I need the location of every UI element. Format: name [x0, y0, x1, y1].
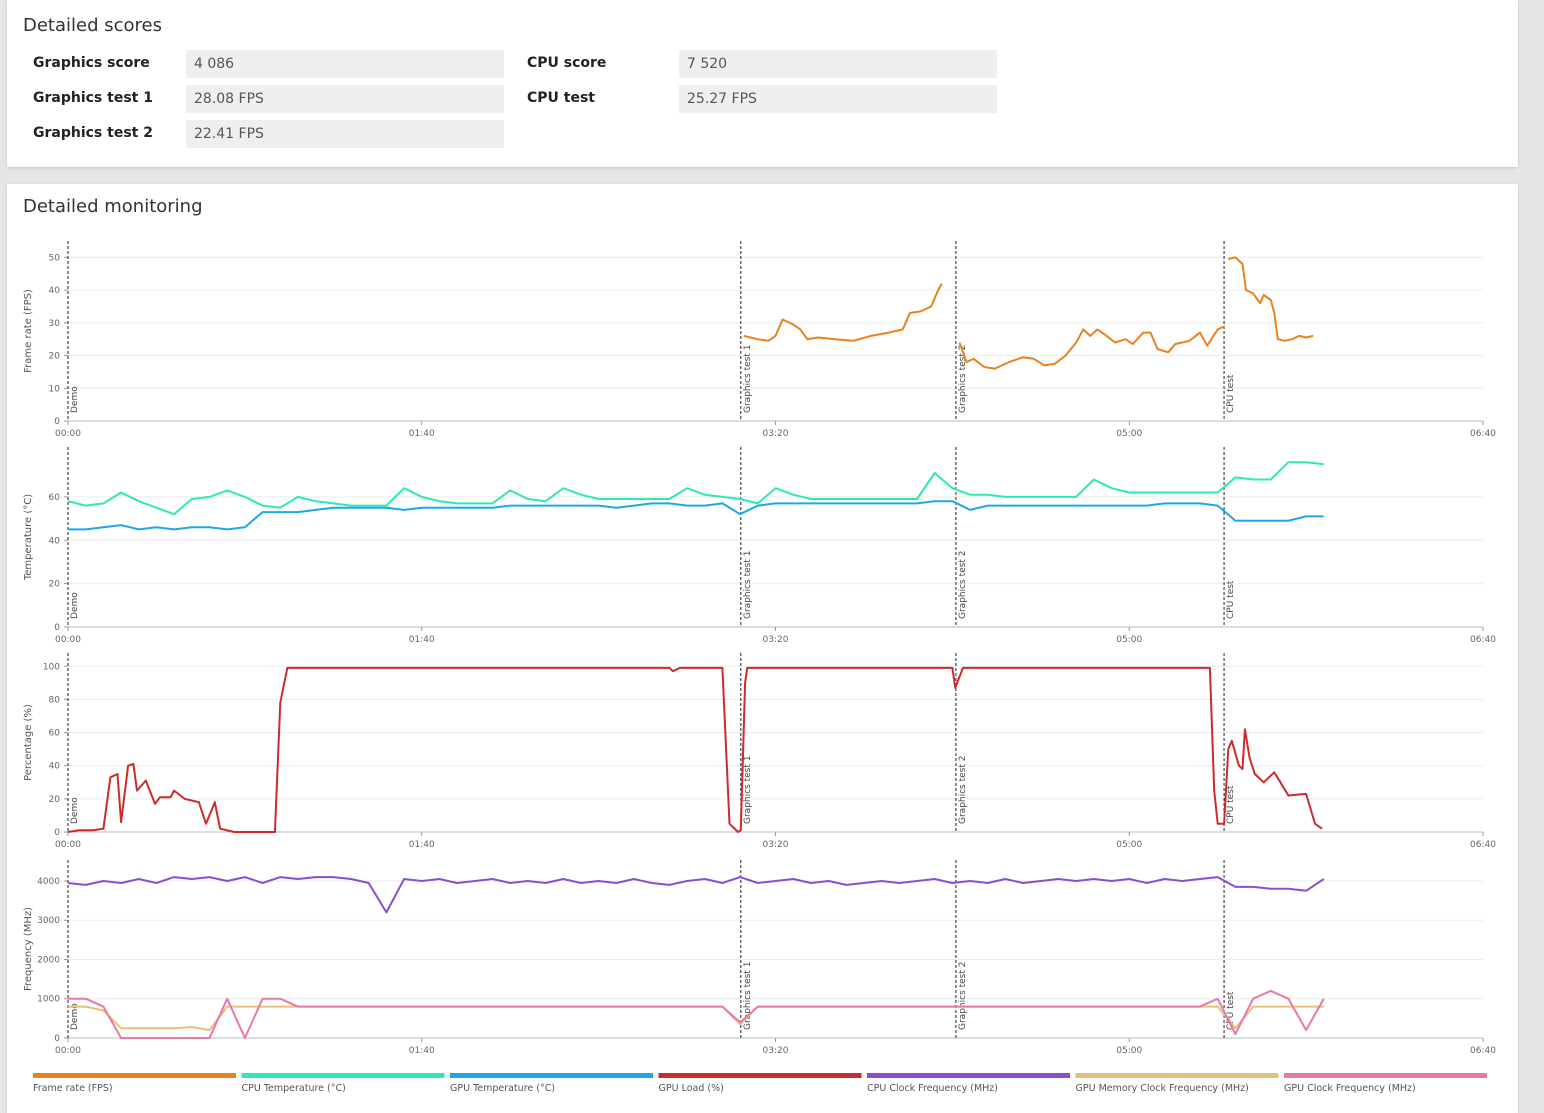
- legend-label: GPU Memory Clock Frequency (MHz): [1076, 1083, 1249, 1094]
- y-tick-label: 20: [49, 352, 61, 362]
- x-tick-label: 00:00: [55, 1046, 81, 1056]
- legend-swatch: [241, 1073, 445, 1078]
- y-tick-label: 0: [54, 623, 60, 633]
- test-marker-label: Graphics test 2: [958, 756, 968, 824]
- y-tick-label: 80: [49, 695, 61, 705]
- x-tick-label: 00:00: [55, 840, 81, 850]
- x-tick-label: 06:40: [1470, 1046, 1496, 1056]
- x-tick-label: 01:40: [409, 1046, 435, 1056]
- y-tick-label: 20: [49, 795, 61, 805]
- legend-label: GPU Load (%): [659, 1083, 724, 1094]
- x-tick-label: 00:00: [55, 429, 81, 439]
- test-marker-label: Demo: [70, 797, 80, 824]
- x-tick-label: 05:00: [1116, 635, 1142, 645]
- x-tick-label: 03:20: [763, 429, 789, 439]
- score-value: 4 086: [186, 50, 504, 78]
- score-value: 25.27 FPS: [679, 85, 997, 113]
- x-tick-label: 01:40: [409, 840, 435, 850]
- legend-label: CPU Temperature (°C): [242, 1083, 346, 1094]
- scores-panel: Detailed scores Graphics score 4 086 Graph…: [7, 0, 1518, 167]
- y-tick-label: 10: [49, 384, 61, 394]
- y-tick-label: 0: [54, 417, 60, 427]
- test-marker-label: Graphics test 1: [743, 756, 753, 824]
- test-marker-label: Demo: [70, 592, 80, 619]
- legend-label: CPU Clock Frequency (MHz): [867, 1083, 998, 1094]
- y-axis-label: Temperature (°C): [23, 494, 34, 581]
- x-tick-label: 06:40: [1470, 635, 1496, 645]
- legend-swatch: [450, 1073, 653, 1078]
- y-tick-label: 2000: [37, 955, 60, 965]
- score-label: Graphics test 1: [33, 90, 153, 106]
- y-tick-label: 4000: [37, 877, 60, 887]
- y-tick-label: 0: [54, 1034, 60, 1044]
- x-tick-label: 01:40: [409, 635, 435, 645]
- series-line: [67, 666, 1323, 833]
- legend-swatch: [1075, 1073, 1279, 1078]
- test-marker-label: Graphics test 2: [958, 345, 968, 413]
- y-tick-label: 0: [54, 828, 60, 838]
- x-tick-label: 03:20: [763, 1046, 789, 1056]
- test-marker-label: Demo: [70, 386, 80, 413]
- x-tick-label: 05:00: [1116, 840, 1142, 850]
- score-value: 28.08 FPS: [186, 85, 504, 113]
- y-tick-label: 3000: [37, 916, 60, 926]
- legend-swatch: [1284, 1073, 1487, 1078]
- test-marker-label: CPU test: [1226, 374, 1236, 413]
- test-marker-label: CPU test: [1226, 991, 1236, 1030]
- legend-swatch: [867, 1073, 1070, 1078]
- x-tick-label: 06:40: [1470, 429, 1496, 439]
- series-line: [68, 500, 1324, 531]
- x-tick-label: 06:40: [1470, 840, 1496, 850]
- series-line: [743, 256, 1314, 370]
- y-tick-label: 60: [49, 493, 61, 503]
- test-marker-label: Graphics test 1: [743, 345, 753, 413]
- y-tick-label: 1000: [37, 995, 60, 1005]
- x-tick-label: 00:00: [55, 635, 81, 645]
- y-axis-label: Frequency (MHz): [23, 907, 34, 991]
- legend-swatch: [658, 1073, 862, 1078]
- test-marker-label: Demo: [70, 1003, 80, 1030]
- x-tick-label: 03:20: [763, 635, 789, 645]
- panel-title: Detailed scores: [23, 15, 162, 36]
- legend-label: GPU Clock Frequency (MHz): [1284, 1083, 1416, 1094]
- series-line: [67, 461, 1324, 516]
- score-label: CPU test: [527, 90, 595, 106]
- x-tick-label: 05:00: [1116, 1046, 1142, 1056]
- test-marker-label: Graphics test 2: [958, 962, 968, 1030]
- score-value: 7 520: [679, 50, 997, 78]
- y-tick-label: 100: [43, 662, 60, 672]
- y-tick-label: 20: [49, 580, 61, 590]
- x-tick-label: 03:20: [763, 840, 789, 850]
- test-marker-label: Graphics test 1: [743, 962, 753, 1030]
- test-marker-label: Graphics test 2: [958, 551, 968, 619]
- test-marker-label: CPU test: [1226, 785, 1236, 824]
- y-tick-label: 40: [49, 536, 61, 546]
- y-tick-label: 50: [49, 253, 61, 263]
- y-tick-label: 40: [49, 762, 61, 772]
- panel-title: Detailed monitoring: [23, 196, 203, 217]
- score-label: CPU score: [527, 55, 607, 71]
- y-axis-label: Frame rate (FPS): [23, 289, 34, 373]
- legend-swatch: [33, 1073, 236, 1078]
- legend-label: GPU Temperature (°C): [450, 1083, 555, 1094]
- score-label: Graphics test 2: [33, 125, 153, 141]
- series-line: [68, 989, 1325, 1039]
- x-tick-label: 01:40: [409, 429, 435, 439]
- series-line: [67, 876, 1325, 914]
- y-tick-label: 30: [49, 319, 61, 329]
- test-marker-label: CPU test: [1226, 580, 1236, 619]
- legend-label: Frame rate (FPS): [33, 1083, 113, 1094]
- test-marker-label: Graphics test 1: [743, 551, 753, 619]
- monitoring-panel: Detailed monitoring: [7, 184, 1518, 1113]
- score-label: Graphics score: [33, 55, 150, 71]
- y-tick-label: 60: [49, 729, 61, 739]
- y-axis-label: Percentage (%): [23, 704, 34, 781]
- score-value: 22.41 FPS: [186, 120, 504, 148]
- x-tick-label: 05:00: [1116, 429, 1142, 439]
- y-tick-label: 40: [49, 286, 61, 296]
